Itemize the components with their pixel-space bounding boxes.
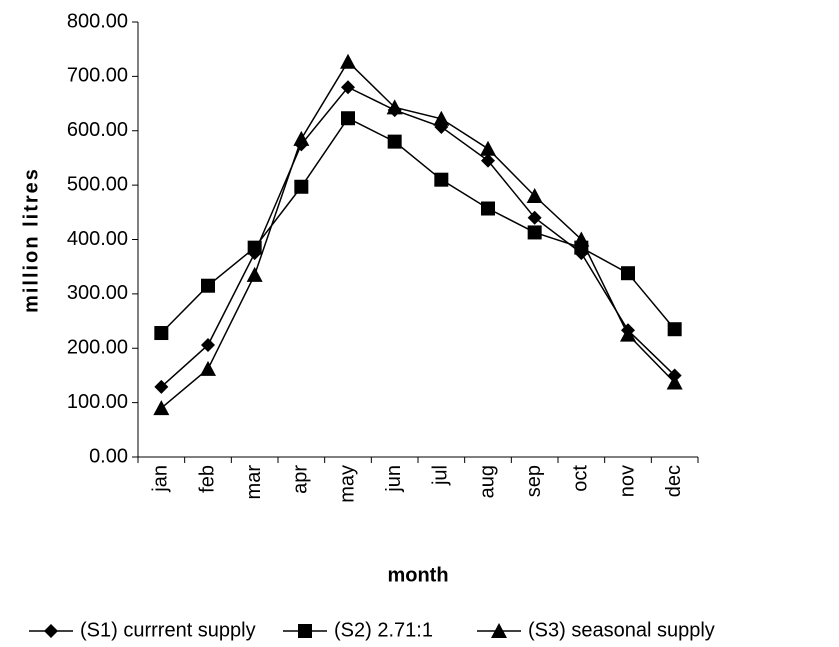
x-tick-label: may <box>336 465 358 503</box>
marker-triangle <box>340 53 356 69</box>
marker-diamond <box>527 210 542 225</box>
marker-square <box>667 322 682 337</box>
x-tick-label: jul <box>430 465 452 486</box>
series-line <box>160 86 676 388</box>
legend-label: (S2) 2.71:1 <box>334 619 433 641</box>
marker-diamond <box>341 80 355 95</box>
x-tick-label: jan <box>150 465 172 493</box>
y-tick-label: 300.00 <box>67 282 128 304</box>
y-tick-label: 700.00 <box>67 65 128 87</box>
marker-triangle <box>491 623 507 638</box>
marker-triangle <box>526 188 543 203</box>
marker-square <box>294 179 309 194</box>
marker-triangle <box>153 400 170 416</box>
legend-label: (S1) currrent supply <box>80 619 256 641</box>
y-tick-label: 500.00 <box>67 173 128 195</box>
marker-triangle <box>666 374 683 390</box>
legend-label: (S3) seasonal supply <box>528 619 715 641</box>
marker-diamond <box>154 379 169 394</box>
marker-diamond <box>481 153 495 168</box>
series-line <box>160 117 676 334</box>
marker-triangle <box>386 99 403 115</box>
marker-triangle <box>620 326 636 342</box>
y-tick-label: 100.00 <box>67 391 128 413</box>
x-tick-label: oct <box>570 465 592 492</box>
marker-triangle <box>480 140 496 156</box>
x-tick-label: nov <box>616 465 638 497</box>
marker-square <box>154 326 169 341</box>
marker-square <box>527 225 542 240</box>
marker-triangle <box>573 231 590 247</box>
marker-square <box>481 201 495 216</box>
marker-square <box>341 111 355 126</box>
x-tick-label: mar <box>243 465 265 500</box>
marker-square <box>247 240 262 255</box>
legend-item: (S3) seasonal supply <box>477 619 715 641</box>
y-tick-label: 0.00 <box>89 445 128 467</box>
marker-triangle <box>293 130 310 146</box>
marker-square <box>298 624 312 638</box>
x-tick-label: sep <box>523 465 545 497</box>
marker-triangle <box>246 266 263 282</box>
marker-triangle <box>200 360 216 376</box>
x-tick-label: feb <box>196 465 218 493</box>
series-line <box>160 60 676 409</box>
marker-square <box>434 172 449 187</box>
marker-diamond <box>201 337 215 352</box>
y-tick-label: 800.00 <box>67 10 128 32</box>
x-tick-label: aug <box>476 465 498 498</box>
legend-item: (S2) 2.71:1 <box>283 619 433 641</box>
x-tick-label: dec <box>663 465 685 497</box>
x-tick-label: apr <box>290 465 312 494</box>
y-tick-label: 400.00 <box>67 228 128 250</box>
marker-square <box>201 278 215 293</box>
y-tick-label: 600.00 <box>67 119 128 141</box>
legend-item: (S1) currrent supply <box>29 619 256 641</box>
marker-square <box>387 134 402 149</box>
marker-diamond <box>44 624 58 638</box>
marker-square <box>621 266 635 281</box>
marker-triangle <box>433 110 450 126</box>
y-axis-label: million litres <box>20 167 42 313</box>
x-tick-label: jun <box>383 465 405 493</box>
y-tick-label: 200.00 <box>67 337 128 359</box>
x-axis-label: month <box>387 564 448 586</box>
